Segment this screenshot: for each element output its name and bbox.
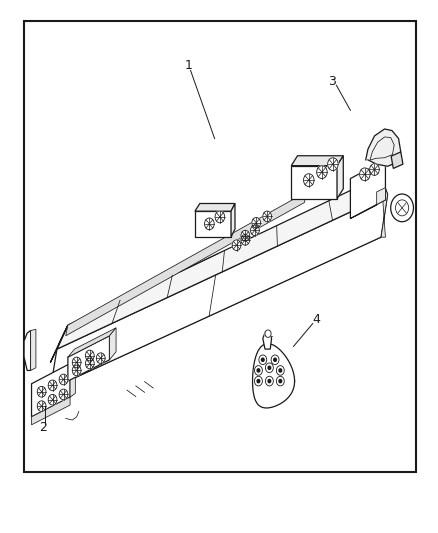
Circle shape: [48, 394, 57, 405]
Polygon shape: [231, 204, 235, 237]
Circle shape: [205, 218, 214, 230]
Polygon shape: [24, 330, 31, 370]
Circle shape: [279, 369, 282, 372]
Polygon shape: [263, 332, 272, 349]
Circle shape: [254, 376, 262, 386]
Polygon shape: [350, 188, 385, 219]
Circle shape: [317, 166, 327, 179]
Polygon shape: [31, 329, 36, 370]
Circle shape: [259, 355, 267, 365]
Circle shape: [276, 376, 284, 386]
Polygon shape: [50, 325, 68, 362]
Circle shape: [232, 240, 241, 251]
Polygon shape: [391, 152, 403, 168]
Circle shape: [391, 194, 413, 222]
Circle shape: [59, 374, 68, 385]
Circle shape: [72, 357, 81, 368]
Polygon shape: [253, 344, 295, 408]
Polygon shape: [57, 176, 388, 349]
Circle shape: [257, 369, 260, 372]
Circle shape: [268, 379, 271, 383]
Circle shape: [257, 379, 260, 383]
Circle shape: [276, 366, 284, 375]
Polygon shape: [68, 336, 110, 381]
Circle shape: [241, 235, 250, 245]
Circle shape: [251, 225, 259, 236]
Circle shape: [265, 363, 273, 373]
Circle shape: [241, 230, 250, 241]
Circle shape: [37, 401, 46, 411]
Circle shape: [304, 174, 314, 187]
Circle shape: [271, 355, 279, 365]
Polygon shape: [291, 166, 337, 199]
Polygon shape: [381, 176, 388, 237]
Text: 3: 3: [328, 75, 336, 87]
Polygon shape: [337, 156, 343, 199]
Circle shape: [215, 211, 225, 223]
Text: 1: 1: [184, 59, 192, 71]
Text: 4: 4: [312, 313, 320, 326]
Circle shape: [279, 379, 282, 383]
Polygon shape: [32, 364, 70, 417]
Circle shape: [252, 217, 261, 228]
Circle shape: [265, 330, 271, 337]
Circle shape: [370, 164, 379, 175]
Circle shape: [265, 376, 273, 386]
Polygon shape: [195, 204, 235, 211]
Polygon shape: [195, 211, 231, 237]
Polygon shape: [66, 192, 307, 336]
Polygon shape: [350, 160, 385, 219]
Circle shape: [48, 380, 57, 391]
Circle shape: [261, 358, 264, 361]
Text: 2: 2: [39, 422, 47, 434]
Circle shape: [274, 358, 276, 361]
Circle shape: [360, 168, 370, 181]
Polygon shape: [32, 397, 70, 425]
Circle shape: [328, 158, 338, 171]
Bar: [24, 21, 416, 472]
Polygon shape: [50, 195, 388, 389]
Circle shape: [85, 358, 94, 369]
Circle shape: [254, 366, 262, 375]
Circle shape: [96, 353, 105, 364]
Polygon shape: [366, 129, 401, 166]
Circle shape: [85, 350, 94, 361]
Circle shape: [72, 365, 81, 376]
Polygon shape: [110, 328, 116, 360]
Polygon shape: [50, 224, 381, 389]
Circle shape: [268, 366, 271, 369]
Circle shape: [263, 211, 272, 222]
Circle shape: [37, 386, 46, 397]
Polygon shape: [70, 360, 75, 397]
Circle shape: [59, 389, 68, 400]
Polygon shape: [291, 156, 343, 166]
Polygon shape: [68, 328, 116, 357]
